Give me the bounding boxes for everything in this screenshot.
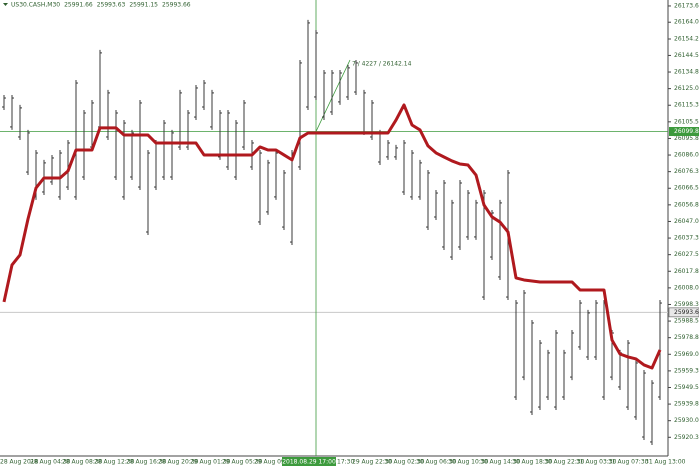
y-tick-label: 26125.05 [674,85,699,92]
y-tick-label: 26027.55 [674,251,699,258]
measure-line [315,59,351,132]
y-tick-label: 25988.55 [674,318,699,325]
crosshair-price-label: 26099.87 [674,128,699,135]
x-tick-label: 30 Aug 06:30 [416,459,457,466]
last-price-box [668,307,699,318]
x-tick-label: 31 Aug 03:30 [576,459,617,466]
y-tick-label: 26095.80 [674,135,699,142]
y-tick-label: 25930.05 [674,417,699,424]
x-tick-label: 30 Aug 22:30 [544,459,585,466]
x-tick-label: 28 Aug 08:30 [62,459,103,466]
y-tick-label: 26115.30 [674,102,699,109]
y-tick-label: 25939.80 [674,401,699,408]
header-value: 25993.63 [97,1,126,8]
y-tick-label: 26105.55 [674,118,699,125]
header-value: 25993.66 [162,1,191,8]
y-tick-label: 25998.30 [674,301,699,308]
indicator-line [2,103,662,370]
y-tick-label: 26134.80 [674,69,699,76]
x-tick-label: 29 Aug 09:30 [254,459,295,466]
y-tick-label: 26173.60 [674,2,699,9]
y-tick-label: 26164.05 [674,19,699,26]
y-tick-label: 26076.30 [674,168,699,175]
x-tick-label: 29 Aug 22:30 [352,459,393,466]
y-tick-label: 26056.80 [674,201,699,208]
y-tick-label: 26144.55 [674,52,699,59]
x-tick-label: 28 Aug 04:30 [30,459,71,466]
y-tick-label: 26066.55 [674,185,699,192]
crosshair-time-box [282,457,336,466]
y-tick-label: 26037.30 [674,235,699,242]
y-tick-label: 25969.05 [674,351,699,358]
x-tick-label: 30 Aug 14:30 [480,459,521,466]
header-arrow [3,3,8,6]
x-tick-label: 31 Aug 13:00 [645,459,686,466]
measure-label: 7 / 4227 / 26142.14 [352,61,412,68]
y-tick-label: 26154.20 [674,35,699,42]
y-tick-label: 26047.05 [674,218,699,225]
x-tick-label: 30 Aug 10:30 [448,459,489,466]
y-tick-label: 25978.80 [674,334,699,341]
crosshair-price-box [669,127,699,137]
x-tick-label: 29 Aug 01:30 [190,459,231,466]
y-tick-label: 25959.30 [674,367,699,374]
header-value: 25991.15 [129,1,158,8]
x-tick-label: 30 Aug 02:30 [384,459,425,466]
y-tick-label: 25949.55 [674,384,699,391]
x-tick-label: 29 Aug 05:30 [222,459,263,466]
x-tick-label: 31 Aug 07:30 [608,459,649,466]
header-value: 25991.66 [64,1,93,8]
x-tick-label: 28 Aug 2018 [0,459,39,466]
x-tick-label: 28 Aug 20:30 [158,459,199,466]
x-tick-label: 28 Aug 16:30 [126,459,167,466]
y-tick-label: 26086.05 [674,152,699,159]
y-tick-label: 25920.30 [674,434,699,441]
crosshair-time-label: 2018.08.29 17:00 [282,459,336,466]
header-text: US30.CASH,M30 25991.66 25993.63 25991.15 259… [11,1,191,8]
symbol: US30.CASH,M30 [11,1,60,8]
y-tick-label: 26017.80 [674,268,699,275]
x-tick-label: 17:30 [337,459,354,466]
y-tick-label: 26008.05 [674,284,699,291]
x-tick-label: 30 Aug 18:30 [512,459,553,466]
x-tick-label: 28 Aug 12:30 [94,459,135,466]
last-price-label: 25993.66 [674,309,699,316]
